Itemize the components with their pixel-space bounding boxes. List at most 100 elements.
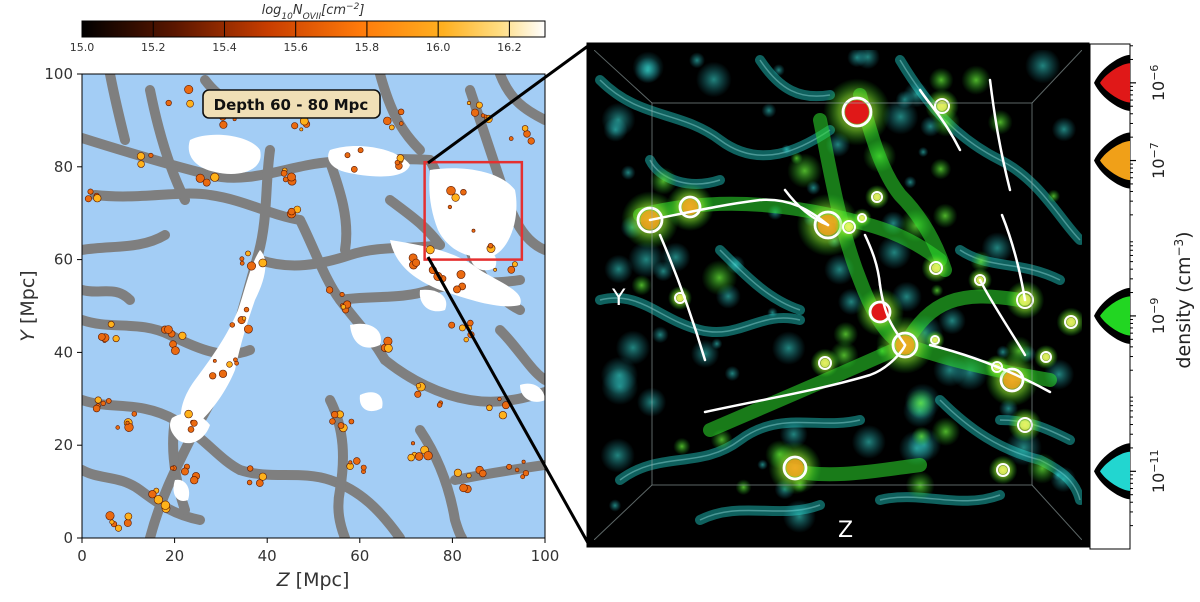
absorber-blob [105,511,115,521]
map-ticks: 0 20 40 60 80 100 0 20 40 60 80 100 [44,65,559,565]
halo-core [937,101,947,111]
green-bubble [735,479,752,496]
absorber-blob [344,152,351,159]
column-density-map: 0 20 40 60 80 100 0 20 40 60 80 100 Depth 60 - 80 M… [17,65,559,591]
cyan-filament-edge [959,249,1061,281]
absorber-blob [512,261,518,268]
colorbar-tick-label: 16.0 [426,41,451,54]
absorber-blob [291,122,299,130]
x-tick-label: 0 [77,547,87,565]
cyan-bubble [904,176,917,189]
absorber-blob [340,304,347,310]
cyan-bubble [938,307,966,335]
absorber-blob [171,346,180,355]
absorber-blob [178,331,187,340]
absorber-blob [407,453,415,462]
halo-ring [871,191,883,203]
absorber-blob [187,426,195,433]
absorber-blob [447,204,453,210]
halo-ring [1040,351,1052,363]
halo-core [844,222,854,232]
cyan-filament-edge [879,494,1001,502]
absorber-blob [360,464,367,471]
cyan-bubble [1051,117,1077,142]
absorber-blob [507,265,516,274]
cyan-bubble [628,241,665,278]
colorbar-ovii: 15.0 15.2 15.4 15.6 15.8 16.0 16.2 log10NOVII[… [70,2,546,54]
cyan-bubble [903,81,930,108]
absorber-blob [396,154,405,162]
cyan-bubble [757,459,768,470]
absorber-blob [186,99,194,108]
density-tick-label: 10−6 [1148,65,1169,102]
density-tick-label: 10−7 [1148,142,1169,179]
skeleton-lines [648,78,1052,414]
cyan-bubble [771,331,806,365]
absorber-blob [287,207,296,216]
density-tick-labels: 10−6 10−7 10−9 10−11 [1148,65,1169,494]
absorber-blob [98,333,106,341]
absorber-blob [331,411,339,419]
colorbar-tick-label: 15.4 [212,41,237,54]
absorber-blob [466,101,471,106]
absorber-blob [479,469,487,478]
absorber-blob [218,369,228,378]
colorbar-title: log10NOVII[cm−2] [262,2,365,22]
halo-ring [841,96,873,128]
absorber-blob [470,108,479,117]
absorber-blob [93,194,102,203]
absorber-blob [350,166,358,173]
absorber-blob [219,120,228,129]
absorber-blob [508,136,514,141]
absorber-blob [239,256,245,262]
green-bubble [970,251,992,272]
halo-ring [929,261,943,275]
y-tick-label: 100 [44,65,73,83]
cyan-bubble [882,99,919,135]
halo-ring [842,220,856,234]
x-tick-label: 20 [165,547,184,565]
absorber-blob [92,404,101,413]
cyan-bubble [772,64,785,77]
halo-core [820,358,830,368]
absorber-blob [463,337,469,343]
absorber-blob [348,418,355,425]
absorber-blob [348,460,353,465]
absorber-blob [180,467,189,476]
absorber-blob [115,524,123,532]
void-background [82,74,545,538]
cyan-bubble [601,102,636,137]
colorbar-tick-label: 15.6 [283,41,308,54]
absorber-blob [399,121,404,126]
y-tick-label: 20 [54,436,73,454]
absorber-blob [115,425,120,430]
absorber-blob [125,420,130,425]
absorber-blob [148,152,154,158]
green-bubble [787,153,823,189]
absorber-blob [170,465,175,471]
absorber-blob [480,113,486,118]
zoom-connectors [426,44,590,544]
cyan-bubble [779,420,808,449]
absorber-blob [234,360,239,366]
cyan-filament [955,245,1065,285]
density-peaks [1094,54,1136,500]
absorber-blob [453,468,462,477]
absorber-blob [255,479,264,487]
absorber-blob [94,396,102,404]
absorber-blob [527,137,535,145]
halo-ring [991,361,1003,373]
x-axis-label: Z [Mpc] [276,569,350,591]
absorber-blob [412,258,421,267]
green-bubble [673,437,691,455]
density-peak [1100,140,1130,181]
ovii-absorbers [84,85,535,532]
absorber-blob [410,441,415,446]
density-peak [1100,63,1130,103]
absorber-blob [357,147,364,154]
density-tick-label: 10−11 [1148,450,1169,494]
absorber-blob [242,316,247,321]
absorber-blob [226,361,233,368]
absorber-blob [521,125,529,132]
